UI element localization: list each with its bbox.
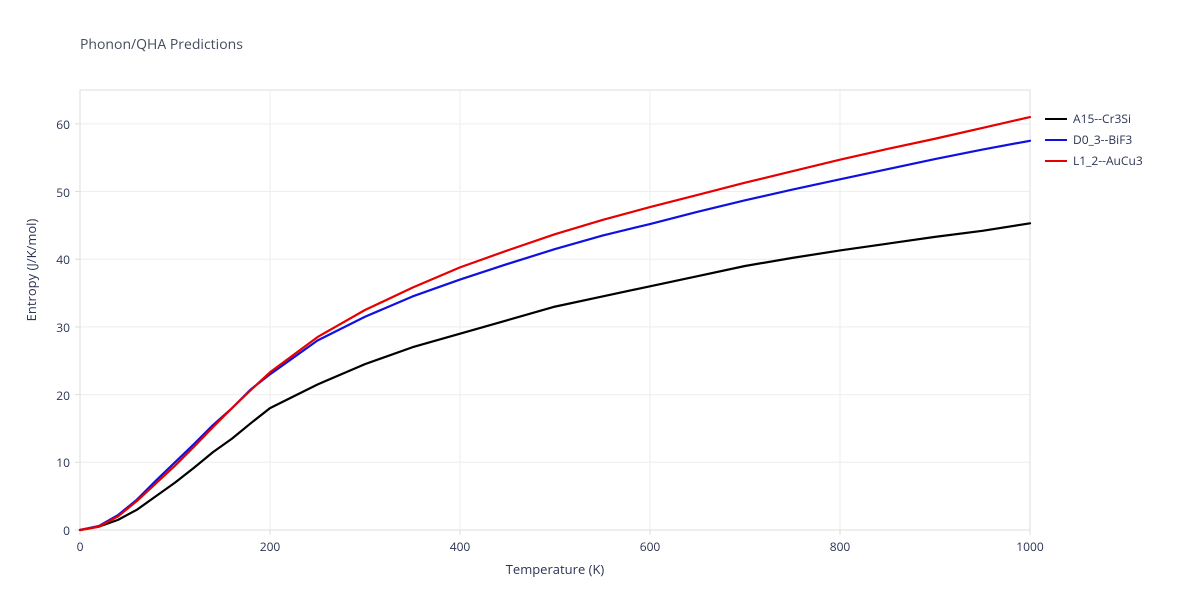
x-tick-label: 200	[250, 538, 290, 555]
legend-swatch	[1045, 160, 1067, 162]
legend-item[interactable]: L1_2--AuCu3	[1045, 152, 1143, 169]
y-tick-label: 20	[56, 387, 70, 404]
legend-swatch	[1045, 118, 1067, 120]
series-line	[80, 223, 1030, 530]
legend-label: L1_2--AuCu3	[1073, 152, 1143, 169]
x-tick-label: 600	[630, 538, 670, 555]
legend-item[interactable]: A15--Cr3Si	[1045, 110, 1143, 127]
legend-swatch	[1045, 139, 1067, 141]
x-tick-label: 0	[60, 538, 100, 555]
y-tick-label: 10	[56, 454, 70, 471]
y-tick-label: 50	[56, 184, 70, 201]
x-tick-label: 400	[440, 538, 480, 555]
plot-area	[0, 0, 1200, 600]
legend-item[interactable]: D0_3--BiF3	[1045, 131, 1143, 148]
x-tick-label: 1000	[1010, 538, 1050, 555]
legend-label: D0_3--BiF3	[1073, 131, 1132, 148]
y-tick-label: 30	[56, 319, 70, 336]
legend-label: A15--Cr3Si	[1073, 110, 1131, 127]
legend: A15--Cr3Si D0_3--BiF3 L1_2--AuCu3	[1045, 110, 1143, 173]
y-tick-label: 0	[63, 522, 70, 539]
y-tick-label: 40	[56, 251, 70, 268]
x-tick-label: 800	[820, 538, 860, 555]
x-axis-label: Temperature (K)	[80, 560, 1030, 578]
y-tick-label: 60	[56, 116, 70, 133]
y-axis-label: Entropy (J/K/mol)	[22, 120, 40, 420]
chart-container: Phonon/QHA Predictions Temperature (K) E…	[0, 0, 1200, 600]
series-line	[80, 117, 1030, 530]
chart-title: Phonon/QHA Predictions	[80, 35, 243, 54]
series-line	[80, 141, 1030, 530]
